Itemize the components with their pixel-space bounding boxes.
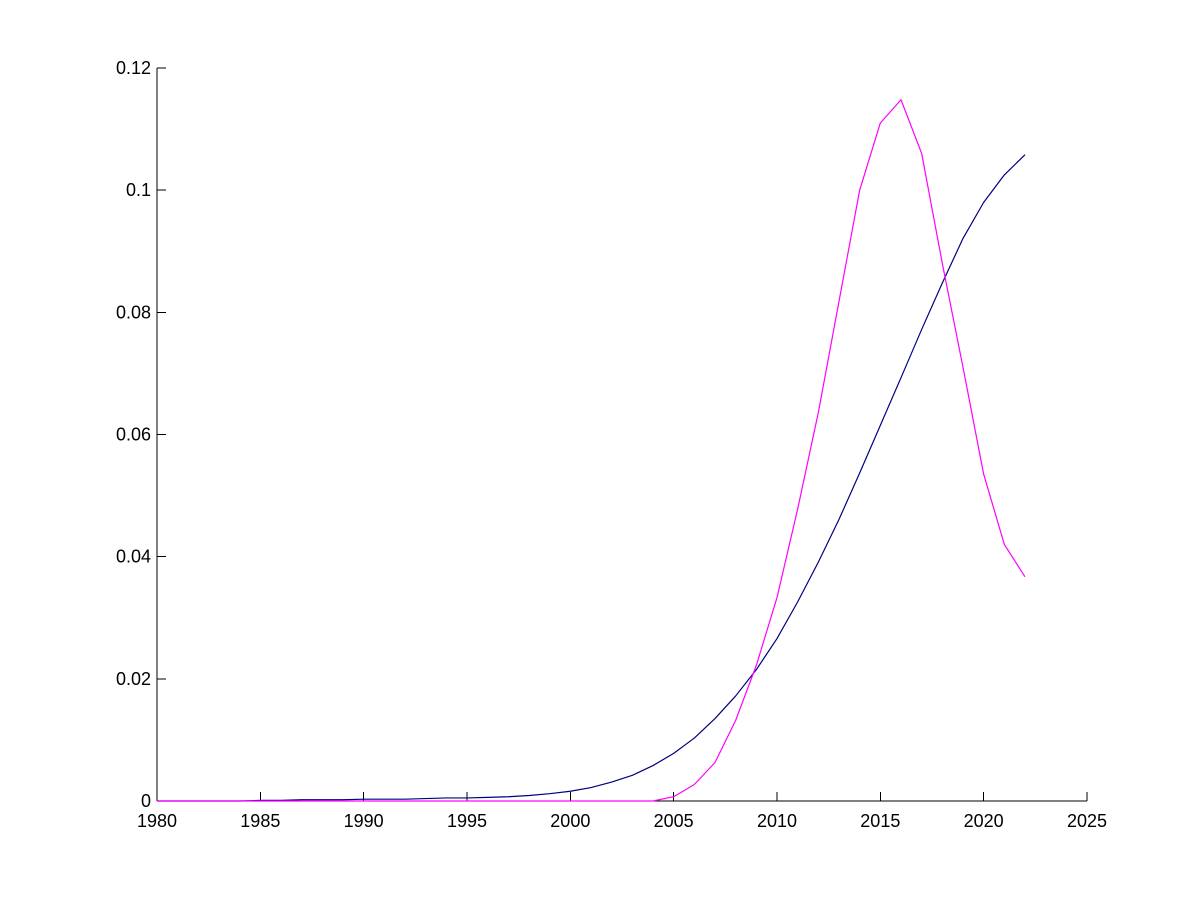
x-tick-label: 1980	[137, 811, 177, 831]
series-line-2	[157, 99, 1026, 802]
x-tick-label: 2005	[654, 811, 694, 831]
x-tick-label: 2000	[550, 811, 590, 831]
x-tick-label: 1985	[240, 811, 280, 831]
y-tick-label: 0	[141, 791, 151, 811]
y-tick-label: 0.1	[126, 180, 151, 200]
y-tick-label: 0.12	[116, 58, 151, 78]
tick-labels: 1980 1985 1990 1995 2000 2005 2010 2015 2020 2025…	[116, 58, 1107, 831]
y-tick-label: 0.02	[116, 669, 151, 689]
series-line-1	[157, 154, 1026, 802]
series-lines	[157, 99, 1026, 802]
x-tick-label: 2010	[757, 811, 797, 831]
x-tick-label: 2025	[1067, 811, 1107, 831]
x-tick-label: 2020	[964, 811, 1004, 831]
y-tick-label: 0.04	[116, 547, 151, 567]
y-tick-label: 0.08	[116, 302, 151, 322]
y-tick-label: 0.06	[116, 425, 151, 445]
x-tick-label: 1995	[447, 811, 487, 831]
x-tick-label: 1990	[344, 811, 384, 831]
x-tick-label: 2015	[860, 811, 900, 831]
